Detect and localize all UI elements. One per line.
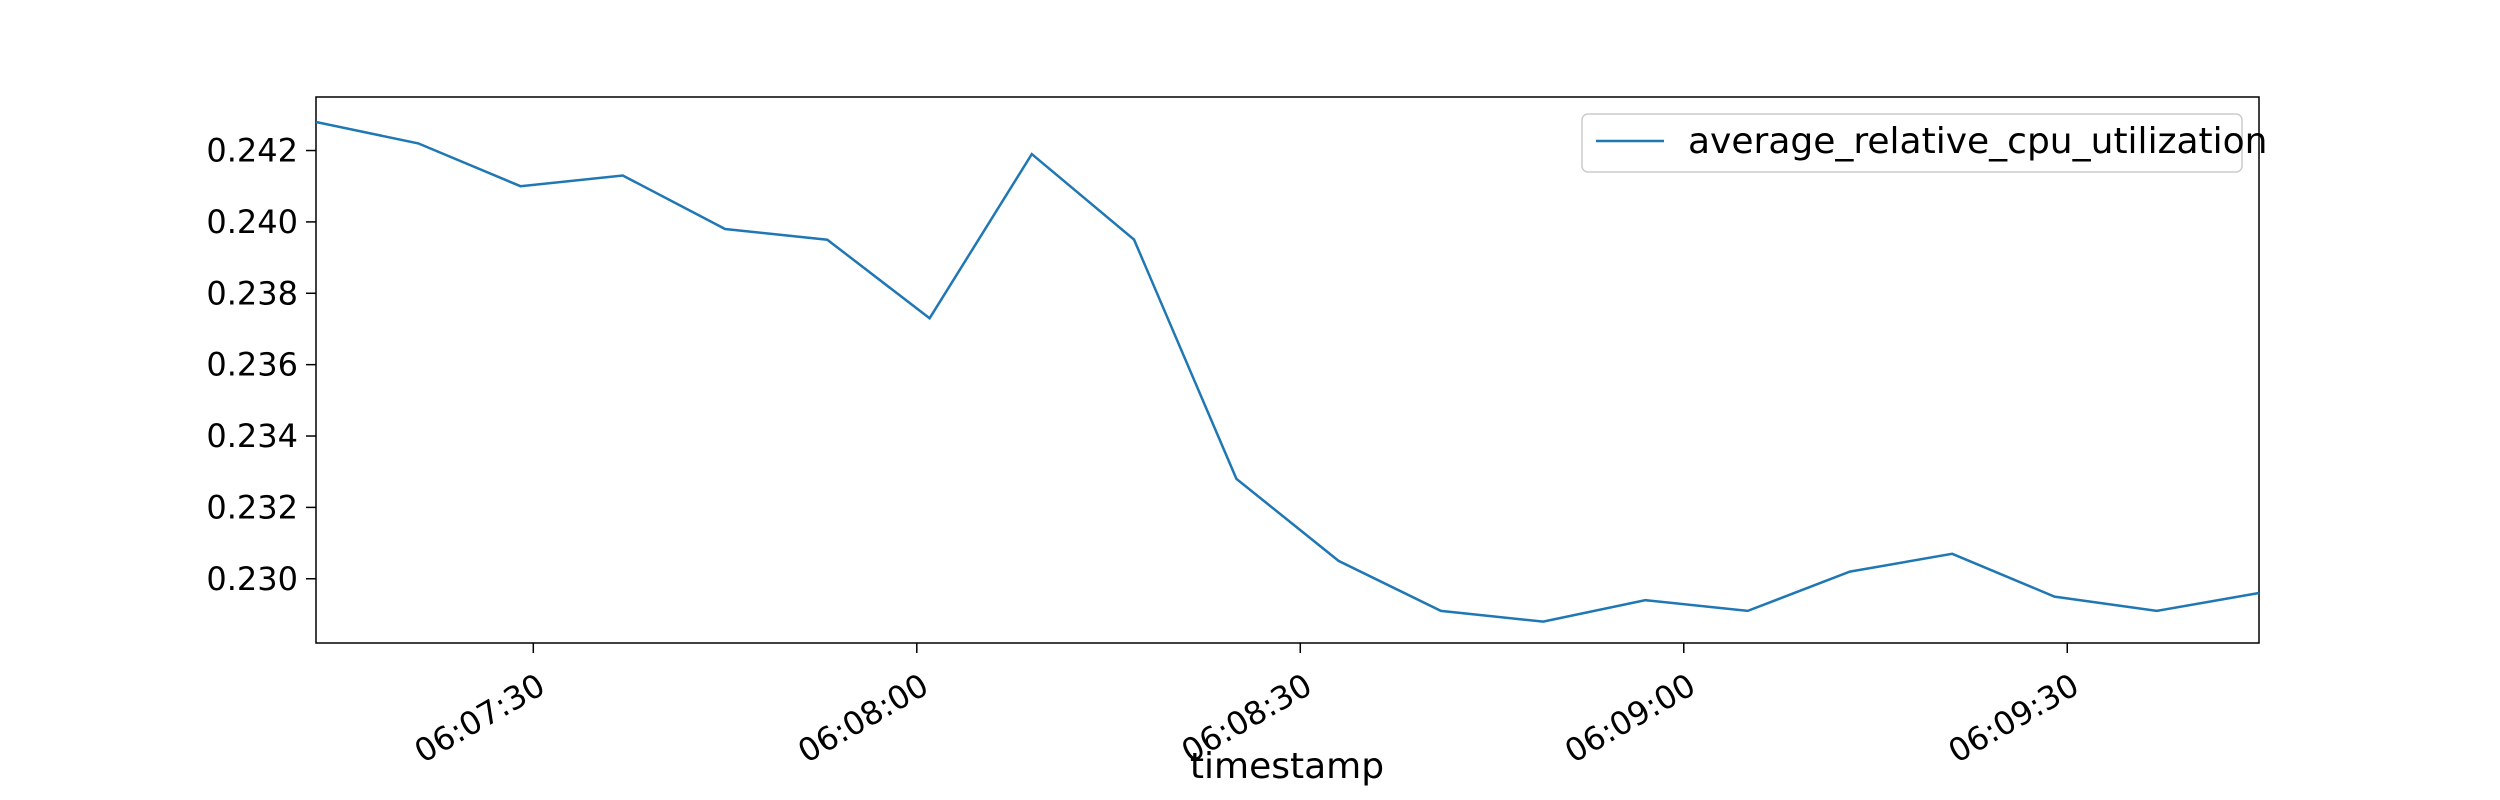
y-tick-label: 0.242 (206, 132, 298, 170)
x-tick-label: 06:08:00 (791, 666, 934, 771)
series-line-average-relative-cpu-utilization (315, 120, 2260, 623)
x-tick-label: 06:07:30 (408, 666, 551, 771)
legend: average_relative_cpu_utilization (1581, 113, 2267, 173)
y-tick-label: 0.238 (206, 274, 298, 312)
plot-area (315, 96, 2260, 644)
x-tick-label: 06:09:00 (1558, 666, 1701, 771)
legend-box (1581, 113, 2243, 173)
y-tick-label: 0.236 (206, 346, 298, 384)
y-tick-label: 0.240 (206, 203, 298, 241)
y-tick-label: 0.232 (206, 488, 298, 526)
y-tick-label: 0.234 (206, 417, 298, 455)
y-tick-label: 0.230 (206, 560, 298, 598)
y-axis-ticks: 0.230 0.232 0.234 0.236 0.238 0.240 0.242 (206, 132, 316, 598)
x-axis-title: timestamp (1190, 746, 1384, 787)
x-tick-label: 06:09:30 (1942, 666, 2085, 771)
legend-label: average_relative_cpu_utilization (1688, 121, 2267, 162)
